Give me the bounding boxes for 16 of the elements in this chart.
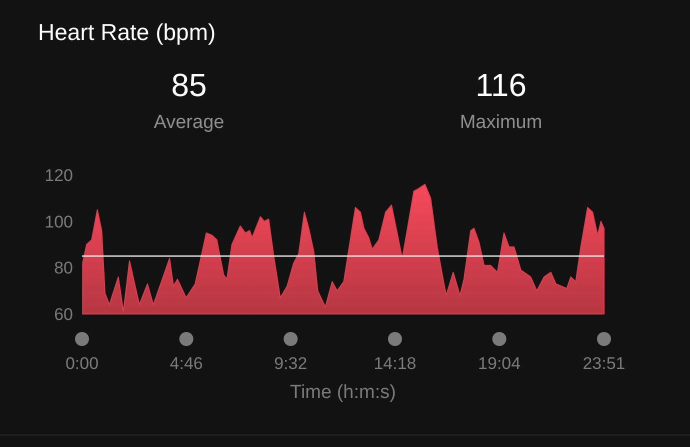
x-tick-label: 14:18 bbox=[374, 354, 416, 373]
text: 85 bbox=[171, 67, 207, 103]
y-tick-label: 80 bbox=[54, 258, 73, 278]
x-tick-label: 19:04 bbox=[478, 354, 521, 373]
text: 116 bbox=[475, 67, 527, 103]
x-tick-label: 0:00 bbox=[65, 354, 99, 373]
x-axis-title: Time (h:m:s) bbox=[290, 382, 396, 403]
x-tick-label: 4:46 bbox=[170, 354, 203, 373]
x-tick-label: 9:32 bbox=[274, 354, 308, 373]
chart-title: Heart Rate (bpm) bbox=[38, 19, 216, 45]
y-tick-label: 100 bbox=[44, 212, 73, 232]
x-tick-label: 23:51 bbox=[582, 354, 626, 373]
text: Maximum bbox=[460, 112, 542, 133]
y-tick-label: 60 bbox=[54, 305, 73, 324]
text: Average bbox=[154, 112, 224, 133]
y-tick-label: 120 bbox=[44, 166, 73, 185]
